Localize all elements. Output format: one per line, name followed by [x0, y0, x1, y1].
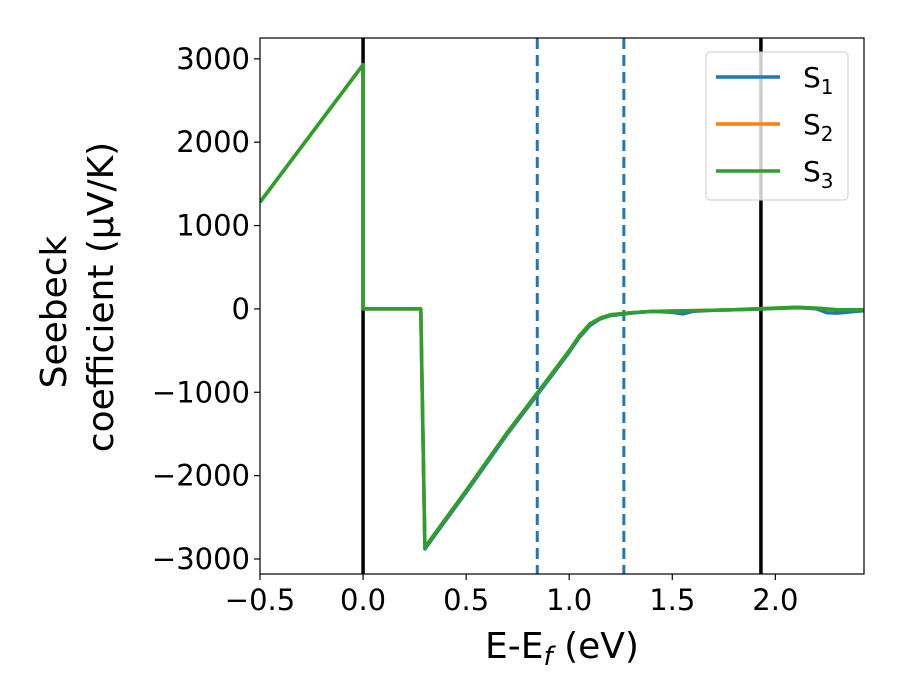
- y-tick-label: 1000: [176, 209, 250, 243]
- plot-frame: [259, 37, 865, 575]
- series-lines: [260, 62, 864, 551]
- y-tick-label: 3000: [176, 42, 250, 76]
- legend-label-s3: S3: [803, 155, 834, 193]
- y-tick-label: −2000: [152, 459, 250, 493]
- x-axis-label-main: E-E: [485, 626, 543, 667]
- x-tick-label: 1.0: [546, 583, 592, 617]
- x-tick-label: 0.5: [443, 583, 489, 617]
- x-tick-label: −0.5: [225, 583, 295, 617]
- y-axis-label-line1: Seebeck: [34, 235, 75, 388]
- legend-entries: S1 S2 S3: [716, 61, 834, 193]
- x-axis-label: E-Ef (eV): [485, 626, 639, 672]
- y-tick-label: −3000: [152, 542, 250, 576]
- y-axis-ticks: 3000 2000 1000 0 −1000 −2000 −3000: [152, 42, 260, 576]
- legend: S1 S2 S3: [705, 51, 849, 201]
- x-tick-label: 2.0: [752, 583, 798, 617]
- legend-label-s2: S2: [803, 108, 834, 146]
- series-line-s3: [260, 62, 864, 550]
- y-tick-label: −1000: [152, 375, 250, 409]
- x-axis-label-unit: (eV): [553, 626, 639, 667]
- x-tick-label: 0.0: [340, 583, 386, 617]
- legend-label-s1: S1: [803, 61, 834, 99]
- x-tick-label: 1.5: [649, 583, 695, 617]
- y-axis-label-line2: coefficient (μV/K): [81, 142, 122, 452]
- x-axis-ticks: −0.5 0.0 0.5 1.0 1.5 2.0: [225, 574, 798, 617]
- legend-box: [705, 51, 849, 201]
- y-tick-label: 0: [232, 292, 250, 326]
- y-tick-label: 2000: [176, 125, 250, 159]
